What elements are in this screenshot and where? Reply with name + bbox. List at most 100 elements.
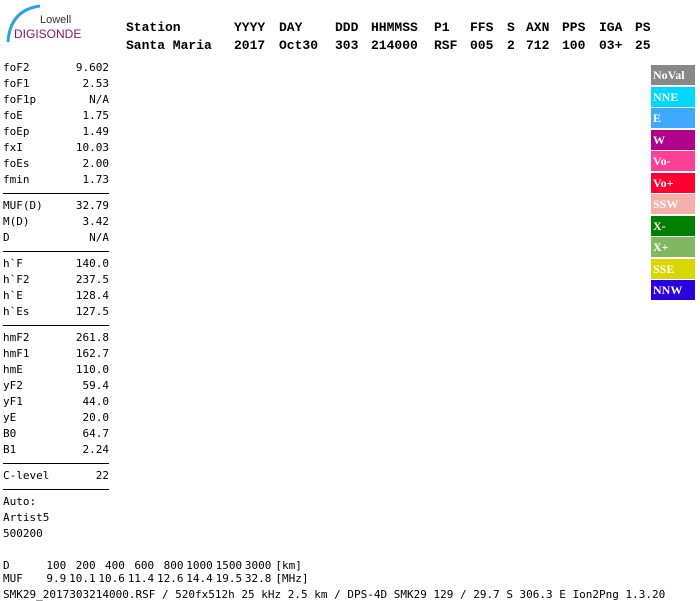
header-column: YYYY 2017 [234,19,265,55]
param-value: 22 [95,469,109,482]
param-name: fxI [3,141,23,154]
param-name: foEp [3,125,30,138]
param-row: C-level 22 [3,468,109,484]
param-row: h`E 128.4 [3,288,109,304]
divider [3,489,109,490]
param-value: 127.5 [75,305,109,318]
header-column: DAY Oct30 [279,19,318,55]
param-row: yF1 44.0 [3,394,109,410]
header-value: 214000 [371,38,418,53]
param-name: foF1 [3,77,30,90]
row-value: 10.1 [69,572,96,585]
param-value: 162.7 [75,347,109,360]
row-value: 3000 [244,559,272,572]
param-value: 2.00 [82,157,110,170]
row-value: 9.9 [46,572,67,585]
row-unit: [MHz] [275,572,309,585]
param-value: N/A [89,231,109,244]
param-row: foEp 1.49 [3,124,109,140]
param-name: hmE [3,363,23,376]
param-row: h`F 140.0 [3,256,109,272]
param-row: foEs 2.00 [3,156,109,172]
header-value: 100 [562,38,586,53]
param-name: yF1 [3,395,23,408]
legend-item: E [651,108,695,128]
legend-item: X+ [651,237,695,257]
param-row: yE 20.0 [3,410,109,426]
header-label: AXN [526,20,550,35]
header-column: FFS 005 [470,19,493,55]
header-label: Station [126,20,181,35]
param-row: foE 1.75 [3,108,109,124]
param-name: yF2 [3,379,23,392]
muf-row: MUF 9.9 10.1 10.6 11.4 12.6 14.4 19.5 32.8 [MHz] [3,572,309,585]
header-value: Oct30 [279,38,319,53]
param-name: D [3,231,10,244]
param-name: foF2 [3,61,30,74]
header-column: P1 RSF [434,19,457,55]
param-row: hmE 110.0 [3,362,109,378]
param-row: MUF(D) 32.79 [3,198,109,214]
row-unit: [km] [275,559,302,572]
header-column: PS 25 [635,19,651,55]
row-value: 1000 [186,559,213,572]
param-row: fmin 1.73 [3,172,109,188]
param-value: 110.0 [75,363,109,376]
param-row: foF2 9.602 [3,60,109,76]
header-column: AXN 712 [526,19,549,55]
autoscaling-info: 500200 [3,527,43,540]
legend-item: SSE [651,258,695,279]
legend-item: NNE [651,86,695,107]
row-value: 1500 [215,559,243,572]
param-value: 2.53 [82,77,110,90]
header-label: PPS [562,20,586,35]
parameter-panel: foF2 9.602 foF1 2.53 foF1p N/A foE 1.75 foEp 1.49… [3,60,109,542]
param-name: C-level [3,469,50,482]
autoscaling-info: Auto: [3,495,37,508]
file-info-footer: SMK29_2017303214000.RSF / 520fx512h 25 k… [3,588,666,601]
param-value: 44.0 [82,395,110,408]
param-row: hmF1 162.7 [3,346,109,362]
header-value: Santa Maria [126,38,212,53]
header-column: Station Santa Maria [126,19,212,55]
param-name: h`Es [3,305,30,318]
param-row: D N/A [3,230,109,246]
divider [3,193,109,194]
param-value: 10.03 [75,141,109,154]
row-value: 19.5 [215,572,243,585]
param-row: yF2 59.4 [3,378,109,394]
param-name: h`E [3,289,23,302]
legend: NoVal NNE E W Vo- Vo+ SSW X- X+ SSE NNW [651,65,695,302]
param-name: B1 [3,443,17,456]
param-name: h`F2 [3,273,30,286]
param-name: fmin [3,173,30,186]
divider [3,463,109,464]
param-value: 2.24 [82,443,110,456]
header-value: RSF [434,38,458,53]
header-label: P1 [434,20,450,35]
header-label: DAY [279,20,303,35]
row-value: 14.4 [186,572,213,585]
row-value: 12.6 [156,572,184,585]
header-label: DDD [335,20,359,35]
header-value: 303 [335,38,359,53]
row-value: 800 [163,559,184,572]
header-label: YYYY [234,20,266,35]
header-value: 2017 [234,38,266,53]
row-value: 200 [75,559,96,572]
header-label: FFS [470,20,494,35]
param-row: M(D) 3.42 [3,214,109,230]
legend-item: X- [651,215,695,236]
param-value: 140.0 [75,257,109,270]
header-value: 03+ [599,38,623,53]
header-column: DDD 303 [335,19,358,55]
param-name: foEs [3,157,30,170]
param-value: 1.75 [82,109,110,122]
param-name: M(D) [3,215,30,228]
header-value: 25 [635,38,651,53]
param-value: 237.5 [75,273,109,286]
header-column: PPS 100 [562,19,585,55]
legend-item: Vo- [651,151,695,171]
param-value: 128.4 [75,289,109,302]
